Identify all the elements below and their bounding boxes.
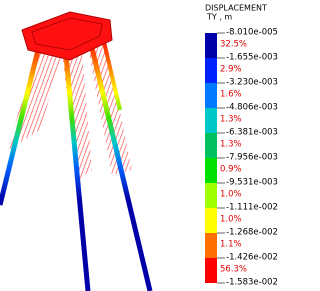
band-percent: 1.1% bbox=[220, 240, 242, 250]
leg bbox=[92, 48, 150, 291]
band-percent: 1.3% bbox=[220, 140, 242, 150]
level-label: -1.426e-002 bbox=[226, 253, 278, 263]
color-band bbox=[205, 33, 217, 58]
band-percent: 2.9% bbox=[220, 65, 242, 75]
level-label: -6.381e-003 bbox=[226, 128, 278, 138]
color-band bbox=[205, 133, 217, 158]
level-label: -9.531e-003 bbox=[226, 178, 278, 188]
level-label: -1.655e-003 bbox=[226, 53, 278, 63]
legend-title: DISPLACEMENT bbox=[205, 4, 267, 13]
band-percent: 32.5% bbox=[220, 40, 247, 50]
color-band bbox=[205, 83, 217, 108]
color-band bbox=[205, 58, 217, 83]
band-percent: 1.6% bbox=[220, 90, 242, 100]
color-band bbox=[205, 258, 217, 283]
color-band bbox=[205, 158, 217, 183]
band-percent: 0.9% bbox=[220, 165, 242, 175]
band-percent: 1.3% bbox=[220, 115, 242, 125]
color-band bbox=[205, 233, 217, 258]
level-label: -1.583e-002 bbox=[226, 278, 278, 288]
band-percent: 56.3% bbox=[220, 265, 247, 275]
model bbox=[0, 12, 150, 291]
level-label: -1.111e-002 bbox=[226, 203, 278, 213]
level-label: -1.268e-002 bbox=[226, 228, 278, 238]
color-band bbox=[205, 108, 217, 133]
fea-view: DISPLACEMENT TY , m 32.5% 2.9% 1.6% 1.3% 1.3… bbox=[0, 0, 287, 291]
level-label: -3.230e-003 bbox=[226, 78, 278, 88]
band-percent: 1.0% bbox=[220, 190, 242, 200]
band-percent: 1.0% bbox=[220, 215, 242, 225]
level-label: -4.806e-003 bbox=[226, 103, 278, 113]
legend-subtitle: TY , m bbox=[206, 13, 232, 22]
level-label: -7.956e-003 bbox=[226, 153, 278, 163]
color-band bbox=[205, 208, 217, 233]
color-band bbox=[205, 183, 217, 208]
level-label: -8.010e-005 bbox=[226, 28, 278, 38]
